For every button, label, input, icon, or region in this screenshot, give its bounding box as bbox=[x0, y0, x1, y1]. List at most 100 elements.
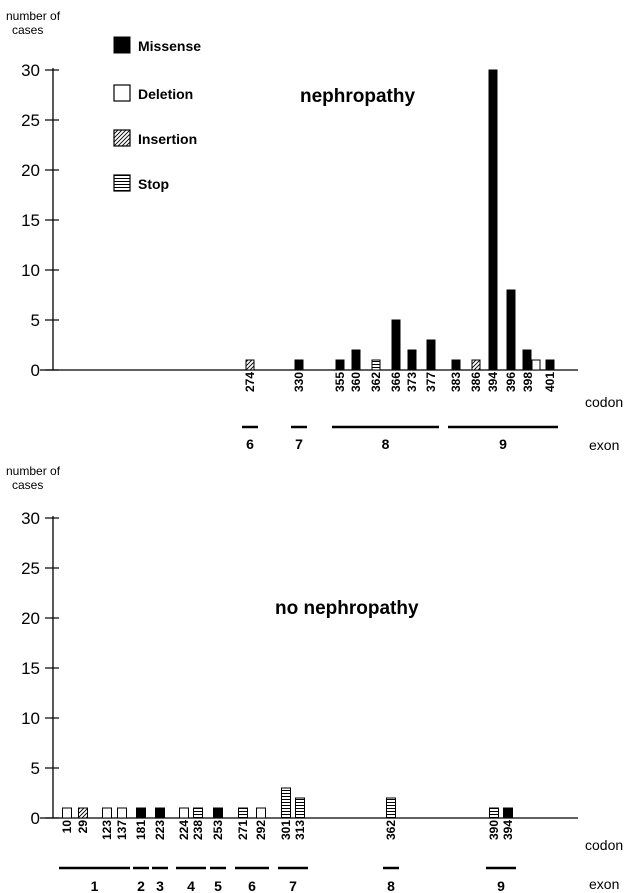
bottom-bar-missense-394 bbox=[503, 807, 513, 819]
bottom-panel-title: no nephropathy bbox=[275, 598, 419, 619]
bottom-exon-label-7: 7 bbox=[289, 878, 297, 893]
top-bar-insertion-386 bbox=[471, 359, 481, 371]
bottom-exon-label-4: 4 bbox=[187, 878, 195, 893]
top-bar-missense-373 bbox=[407, 349, 417, 371]
top-codon-label: 330 bbox=[292, 372, 306, 392]
bottom-bar-missense-181 bbox=[136, 807, 146, 819]
bottom-bar-missense-253 bbox=[213, 807, 223, 819]
top-codon-label: 394 bbox=[486, 372, 500, 392]
bottom-codon-label: 313 bbox=[293, 820, 307, 840]
bottom-bar-insertion-29 bbox=[78, 807, 88, 819]
bottom-exon-label: exon bbox=[589, 876, 619, 892]
top-codon-label: 377 bbox=[424, 372, 438, 392]
bottom-bar-stop-313 bbox=[295, 797, 305, 819]
bottom-codon-label: 292 bbox=[254, 820, 268, 840]
top-bar-stop-362 bbox=[371, 359, 381, 371]
top-bar-missense-360 bbox=[351, 349, 361, 371]
bottom-exon-label-5: 5 bbox=[214, 878, 222, 893]
bottom-codon-label: 271 bbox=[236, 820, 250, 840]
bottom-y-tick-label: 25 bbox=[21, 559, 40, 578]
legend-label-stop: Stop bbox=[138, 176, 169, 192]
legend-swatch-deletion bbox=[113, 84, 131, 102]
top-codon-label: codon bbox=[585, 394, 623, 410]
bottom-codon-label: 181 bbox=[134, 820, 148, 840]
top-bar-missense-383 bbox=[451, 359, 461, 371]
bottom-bar-stop-301 bbox=[281, 787, 291, 819]
bottom-y-tick-label: 30 bbox=[21, 509, 40, 528]
top-exon-label-6: 6 bbox=[246, 436, 254, 452]
top-y-tick-label: 5 bbox=[31, 311, 40, 330]
top-bar-deletion-398 bbox=[531, 359, 541, 371]
bottom-bar-missense-223 bbox=[155, 807, 165, 819]
nephropathy-panel: 0 5 10 15 20 25 30 274 330 355 360 362 366 373 377 383 3… bbox=[21, 61, 578, 452]
bottom-codon-label: 253 bbox=[211, 820, 225, 840]
top-bar-missense-377 bbox=[426, 339, 436, 371]
top-y-tick-label: 25 bbox=[21, 111, 40, 130]
top-bar-missense-401 bbox=[545, 359, 555, 371]
top-bar-insertion-274 bbox=[245, 359, 255, 371]
bottom-codon-label: 123 bbox=[100, 820, 114, 840]
legend-label-insertion: Insertion bbox=[138, 131, 197, 147]
top-codon-label: 396 bbox=[504, 372, 518, 392]
top-codon-label: 383 bbox=[449, 372, 463, 392]
bottom-exon-label-8: 8 bbox=[387, 878, 395, 893]
top-exon-label-7: 7 bbox=[295, 436, 303, 452]
bottom-bar-deletion-224 bbox=[179, 807, 189, 819]
bottom-codon-label: 394 bbox=[501, 820, 515, 840]
bottom-bar-stop-271 bbox=[238, 807, 248, 819]
bottom-exon-label-3: 3 bbox=[156, 878, 164, 893]
bottom-codon-label: 390 bbox=[487, 820, 501, 840]
top-codon-label: 386 bbox=[469, 372, 483, 392]
bottom-y-tick-label: 10 bbox=[21, 709, 40, 728]
legend-swatch-stop bbox=[113, 174, 131, 192]
legend-label-missense: Missense bbox=[138, 38, 201, 54]
top-exon-label-8: 8 bbox=[382, 436, 390, 452]
top-y-tick-label: 30 bbox=[21, 61, 40, 80]
top-bar-missense-355 bbox=[335, 359, 345, 371]
top-y-tick-label: 10 bbox=[21, 261, 40, 280]
bottom-bar-stop-362 bbox=[386, 797, 396, 819]
top-codon-label: 366 bbox=[389, 372, 403, 392]
bottom-y-tick-label: 5 bbox=[31, 759, 40, 778]
bottom-codon-label: 238 bbox=[191, 820, 205, 840]
top-codon-label: 274 bbox=[243, 372, 257, 392]
top-ylabel-line2: cases bbox=[12, 23, 43, 37]
bottom-ylabel-line2: cases bbox=[12, 478, 43, 492]
bottom-codon-label: 223 bbox=[153, 820, 167, 840]
top-exon-label-9: 9 bbox=[499, 436, 507, 452]
bottom-codon-label: 137 bbox=[115, 820, 129, 840]
top-codon-label: 401 bbox=[543, 372, 557, 392]
bottom-bar-deletion-137 bbox=[117, 807, 127, 819]
top-codon-label: 398 bbox=[521, 372, 535, 392]
top-bar-missense-366 bbox=[391, 319, 401, 371]
legend-swatch-insertion bbox=[113, 129, 131, 147]
bottom-y-tick-label: 20 bbox=[21, 609, 40, 628]
bottom-exon-label-9: 9 bbox=[497, 878, 505, 893]
bottom-codon-label: 301 bbox=[279, 820, 293, 840]
bottom-y-tick-label: 15 bbox=[21, 659, 40, 678]
bottom-codon-label: 10 bbox=[60, 820, 74, 834]
top-y-tick-label: 0 bbox=[31, 361, 40, 380]
legend-label-deletion: Deletion bbox=[138, 86, 193, 102]
bottom-bar-deletion-123 bbox=[102, 807, 112, 819]
top-bar-missense-398 bbox=[522, 349, 532, 371]
bottom-bar-deletion-10 bbox=[62, 807, 72, 819]
top-codon-label: 355 bbox=[333, 372, 347, 392]
top-y-tick-label: 15 bbox=[21, 211, 40, 230]
bottom-codon-label: codon bbox=[585, 837, 623, 853]
bottom-bar-stop-238 bbox=[193, 807, 203, 819]
bottom-exon-label-1: 1 bbox=[91, 878, 99, 893]
bottom-exon-label-6: 6 bbox=[248, 878, 256, 893]
top-codon-label: 373 bbox=[405, 372, 419, 392]
bottom-codon-label: 29 bbox=[76, 820, 90, 834]
bottom-codon-label: 224 bbox=[177, 820, 191, 840]
top-ylabel-line1: number of bbox=[6, 9, 61, 23]
top-y-tick-label: 20 bbox=[21, 161, 40, 180]
top-bar-missense-330 bbox=[294, 359, 304, 371]
top-ylabel: number of cases bbox=[6, 9, 61, 37]
top-bar-missense-396 bbox=[506, 289, 516, 371]
bottom-ylabel-line1: number of bbox=[6, 464, 61, 478]
legend: Missense Deletion Insertion Stop bbox=[113, 36, 201, 192]
